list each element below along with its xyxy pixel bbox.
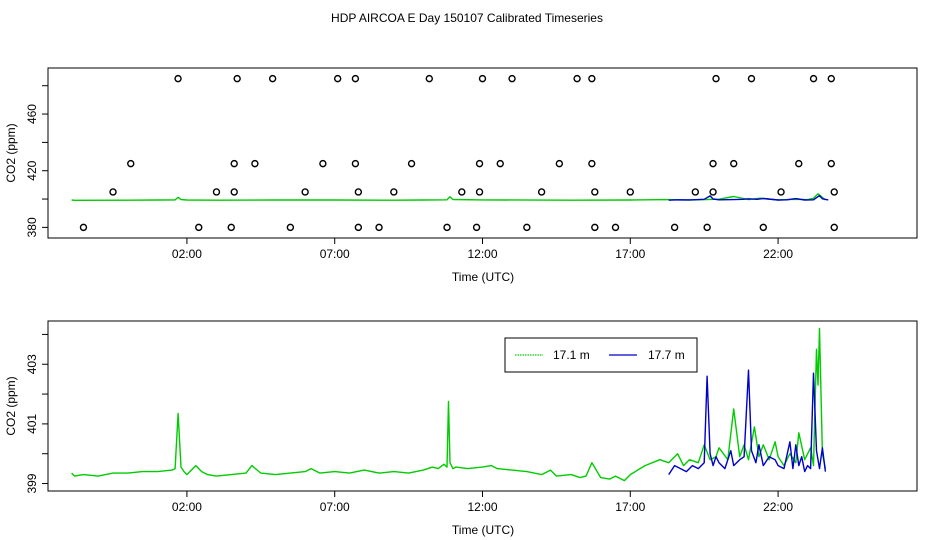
circle-marker-10 — [251, 159, 259, 168]
circle-marker-13 — [301, 188, 309, 196]
bottom-y-tick-label-2: 403 — [25, 354, 39, 374]
bottom-x-axis: 02:00 07:00 12:00 17:00 22:00 — [172, 491, 793, 514]
circle-marker-11 — [268, 74, 277, 83]
top-y-tick-label-2: 460 — [25, 104, 39, 124]
bottom-y-tick-label-0: 399 — [25, 473, 39, 493]
circle-marker-41 — [626, 188, 634, 196]
top-panel-frame — [47, 67, 918, 239]
circle-marker-21 — [390, 188, 398, 196]
bottom-series-line-17-7-m — [668, 369, 827, 475]
top-panel: 380 420 460 02:00 07:00 12:00 17:00 22:00 Time… — [4, 67, 918, 284]
bottom-y-axis: 399 401 403 — [25, 333, 48, 494]
bottom-x-tick-label-2: 12:00 — [467, 500, 497, 514]
top-y-axis-label: CO2 (ppm) — [4, 123, 18, 182]
top-x-tick-label-3: 17:00 — [615, 247, 645, 261]
circle-marker-28 — [475, 159, 484, 168]
circle-marker-54 — [827, 74, 835, 83]
top-x-tick-label-2: 12:00 — [467, 247, 497, 261]
bottom-x-axis-label: Time (UTC) — [452, 523, 514, 537]
legend-box — [504, 337, 698, 373]
bottom-y-tick-label-1: 401 — [25, 414, 39, 434]
circle-marker-31 — [508, 74, 516, 83]
circle-marker-2 — [127, 159, 135, 168]
circle-marker-46 — [709, 159, 717, 168]
circle-marker-49 — [747, 74, 756, 83]
circle-marker-20 — [375, 223, 383, 232]
top-y-tick-label-1: 420 — [25, 160, 39, 180]
circle-marker-16 — [351, 74, 360, 83]
circle-marker-34 — [555, 159, 564, 168]
circle-marker-15 — [333, 74, 342, 83]
top-x-axis-label: Time (UTC) — [452, 270, 514, 284]
circle-marker-3 — [174, 74, 182, 83]
circle-marker-22 — [407, 159, 416, 168]
bottom-series-group — [71, 327, 827, 482]
circle-marker-29 — [478, 74, 487, 83]
circle-marker-1 — [109, 188, 117, 196]
bottom-x-tick-label-4: 22:00 — [763, 500, 793, 514]
circle-marker-38 — [591, 188, 599, 196]
circle-marker-47 — [712, 74, 720, 83]
top-x-axis: 02:00 07:00 12:00 17:00 22:00 — [172, 238, 793, 261]
circle-marker-45 — [709, 188, 717, 196]
top-series-group — [71, 193, 829, 202]
circle-marker-26 — [472, 223, 481, 232]
circle-marker-40 — [611, 223, 620, 232]
circle-marker-35 — [573, 74, 581, 83]
circle-marker-42 — [670, 223, 679, 232]
circle-marker-43 — [691, 188, 700, 196]
circle-marker-36 — [588, 74, 596, 83]
circle-marker-14 — [319, 159, 327, 168]
bottom-x-tick-label-1: 07:00 — [320, 500, 350, 514]
circle-marker-5 — [212, 188, 221, 196]
top-x-tick-label-1: 07:00 — [320, 247, 350, 261]
top-series-line-1 — [668, 194, 829, 201]
circle-marker-33 — [537, 188, 546, 196]
legend-label-green: 17.1 m — [553, 348, 590, 362]
legend: 17.1 m 17.7 m — [504, 337, 698, 373]
circle-marker-55 — [827, 159, 835, 168]
circle-marker-7 — [230, 188, 238, 196]
bottom-y-axis-label: CO2 (ppm) — [4, 376, 18, 435]
circle-marker-51 — [777, 188, 785, 196]
circle-marker-56 — [830, 188, 838, 196]
circle-marker-39 — [591, 223, 599, 232]
bottom-panel: 399 401 403 02:00 07:00 12:00 17:00 22:00 Time… — [4, 320, 918, 537]
circle-marker-12 — [286, 223, 295, 232]
circle-marker-50 — [759, 223, 767, 232]
circle-marker-4 — [195, 223, 203, 232]
page-title: HDP AIRCOA E Day 150107 Calibrated Times… — [331, 11, 603, 25]
top-x-tick-label-4: 22:00 — [763, 247, 793, 261]
top-y-tick-label-0: 380 — [25, 217, 39, 237]
bottom-panel-frame — [47, 320, 918, 492]
top-x-tick-label-0: 02:00 — [172, 247, 202, 261]
circle-marker-24 — [443, 223, 451, 232]
circle-marker-57 — [830, 223, 838, 232]
circle-marker-17 — [351, 159, 360, 168]
bottom-x-tick-label-3: 17:00 — [615, 500, 645, 514]
circle-marker-6 — [227, 223, 235, 232]
circle-marker-30 — [496, 159, 504, 168]
circle-marker-27 — [475, 188, 484, 196]
circle-marker-25 — [458, 188, 466, 196]
top-y-axis: 380 420 460 — [25, 85, 48, 237]
circle-marker-52 — [795, 159, 803, 168]
circle-marker-8 — [230, 159, 238, 168]
bottom-series-line-17-1-m — [71, 327, 827, 482]
circle-marker-37 — [588, 159, 596, 168]
legend-label-blue: 17.7 m — [648, 348, 685, 362]
top-circle-markers — [79, 74, 838, 232]
circle-marker-0 — [79, 223, 88, 232]
circle-marker-44 — [703, 223, 711, 232]
circle-marker-9 — [233, 74, 241, 83]
circle-marker-48 — [730, 159, 738, 168]
circle-marker-19 — [354, 223, 363, 232]
circle-marker-32 — [523, 223, 531, 232]
bottom-x-tick-label-0: 02:00 — [172, 500, 202, 514]
circle-marker-23 — [425, 74, 433, 83]
circle-marker-18 — [354, 188, 363, 196]
circle-marker-53 — [809, 74, 818, 83]
